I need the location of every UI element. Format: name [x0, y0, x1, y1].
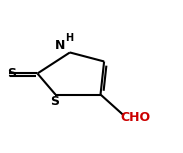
Text: S: S — [7, 67, 16, 80]
Text: CHO: CHO — [121, 111, 151, 124]
Text: N: N — [55, 39, 65, 52]
Text: H: H — [65, 33, 73, 43]
Text: S: S — [50, 95, 59, 108]
